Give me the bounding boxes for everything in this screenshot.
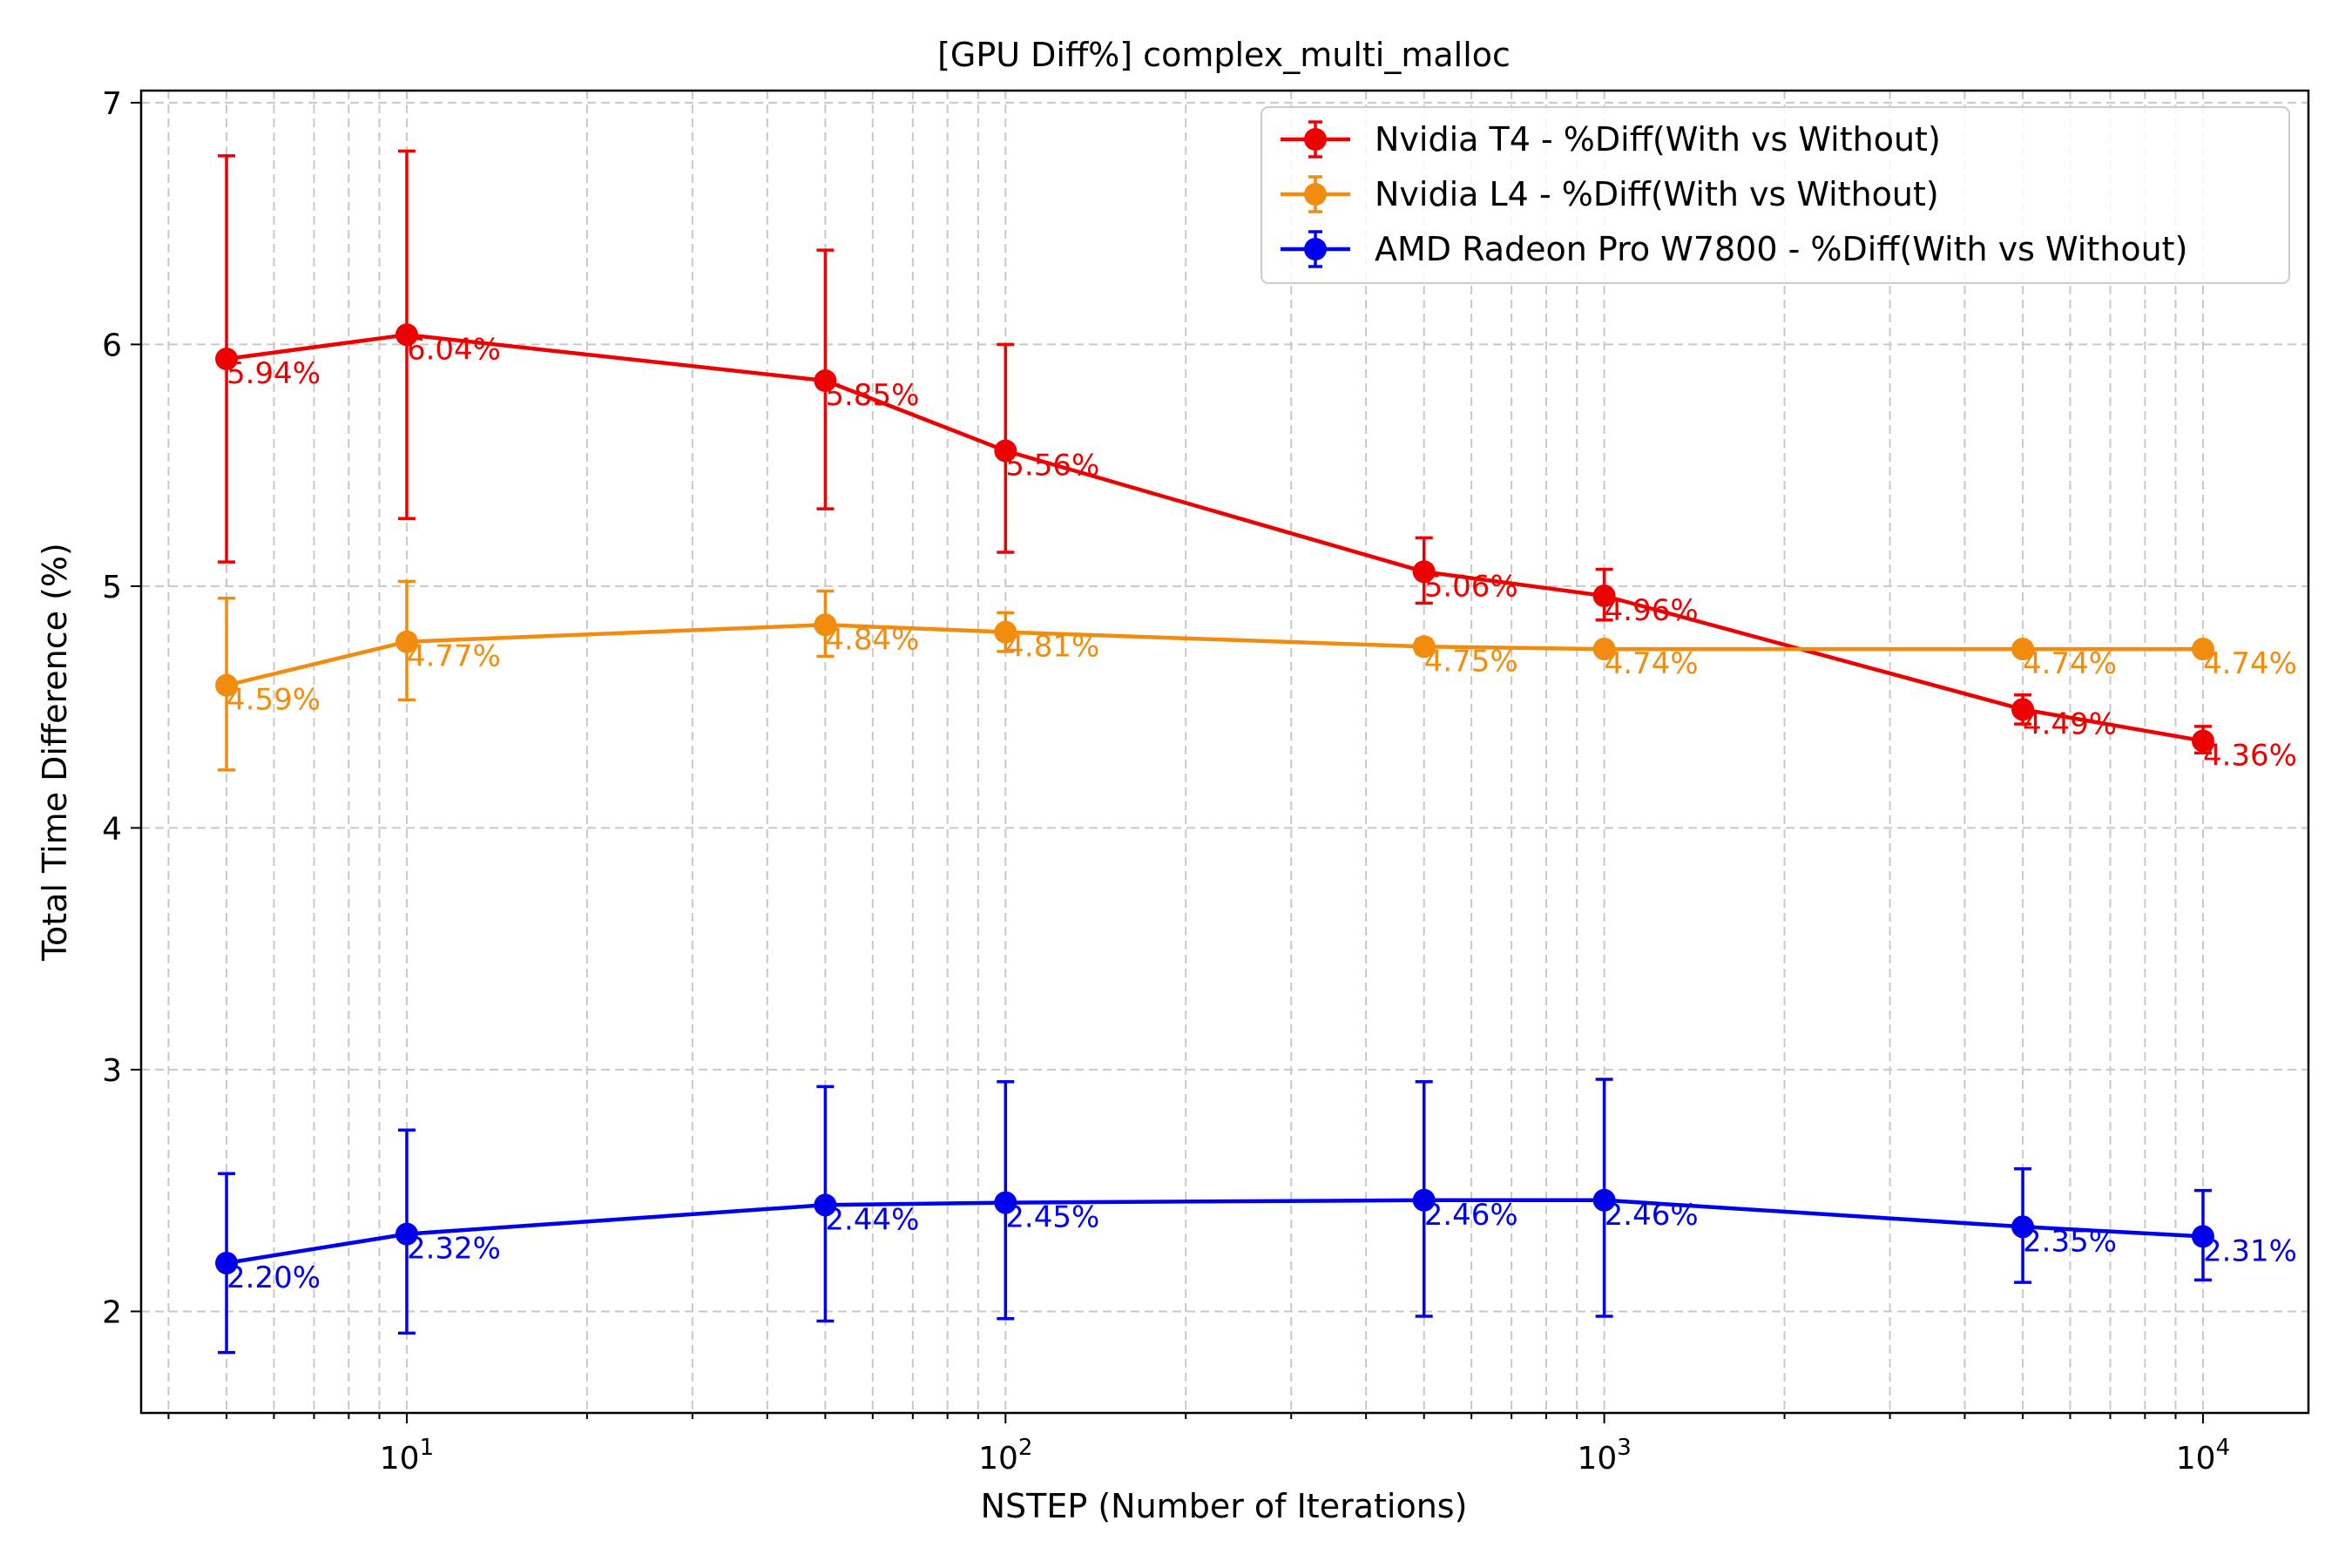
data-point bbox=[814, 613, 837, 637]
data-point bbox=[1592, 638, 1616, 661]
data-label: 4.74% bbox=[1605, 646, 1699, 681]
data-point bbox=[215, 1251, 239, 1274]
y-tick-label: 3 bbox=[102, 1053, 122, 1089]
data-point bbox=[1412, 635, 1436, 659]
y-tick-label: 2 bbox=[102, 1294, 122, 1330]
data-point bbox=[2191, 729, 2214, 753]
data-point bbox=[2191, 638, 2214, 661]
data-label: 5.85% bbox=[825, 378, 919, 413]
data-label: 2.44% bbox=[825, 1202, 919, 1237]
data-point bbox=[215, 348, 239, 371]
data-label: 4.36% bbox=[2203, 739, 2297, 774]
y-tick-label: 5 bbox=[102, 570, 122, 605]
x-tick-label: 103 bbox=[1577, 1435, 1631, 1477]
legend-label: Nvidia L4 - %Diff(With vs Without) bbox=[1375, 175, 1939, 213]
y-axis-label: Total Time Difference (%) bbox=[36, 543, 74, 962]
x-axis-label: NSTEP (Number of Iterations) bbox=[981, 1487, 1468, 1525]
legend-box bbox=[1260, 106, 2290, 284]
series-line bbox=[226, 623, 2203, 687]
legend: Nvidia T4 - %Diff(With vs Without) Nvidia… bbox=[1260, 106, 2290, 284]
data-point bbox=[994, 439, 1017, 463]
data-point bbox=[1592, 1188, 1616, 1212]
data-point bbox=[395, 323, 418, 347]
x-tick-label: 101 bbox=[380, 1435, 434, 1477]
data-label: 4.81% bbox=[1005, 630, 1099, 665]
data-point bbox=[1412, 560, 1436, 584]
data-label: 2.45% bbox=[1005, 1200, 1099, 1235]
data-point bbox=[395, 630, 418, 653]
data-point bbox=[814, 369, 837, 393]
series-line bbox=[226, 1198, 2204, 1266]
data-point bbox=[1412, 1188, 1436, 1212]
x-tick-label: 104 bbox=[2176, 1435, 2230, 1477]
data-label: 2.32% bbox=[407, 1232, 501, 1267]
data-point bbox=[2011, 638, 2035, 661]
data-label: 4.84% bbox=[825, 622, 919, 657]
data-point bbox=[994, 620, 1017, 644]
y-tick-label: 6 bbox=[102, 328, 122, 363]
series-line bbox=[226, 333, 2204, 743]
legend-label: AMD Radeon Pro W7800 - %Diff(With vs Wit… bbox=[1375, 230, 2187, 268]
legend-marker bbox=[1304, 128, 1327, 151]
data-label: 4.59% bbox=[226, 683, 321, 718]
data-label: 4.77% bbox=[407, 639, 501, 674]
data-point bbox=[814, 1193, 837, 1217]
legend-marker bbox=[1304, 183, 1327, 206]
data-label: 4.74% bbox=[2023, 646, 2117, 681]
data-point bbox=[2011, 1215, 2035, 1239]
y-tick-label: 7 bbox=[102, 86, 122, 122]
data-point bbox=[994, 1191, 1017, 1214]
legend-marker bbox=[1304, 238, 1327, 260]
data-point bbox=[2011, 698, 2035, 721]
data-label: 6.04% bbox=[407, 332, 501, 367]
data-label: 2.46% bbox=[1605, 1198, 1699, 1233]
series-2: 2.20% 2.32% 2.44% 2.45% 2.46% 2.46% 2.35% 2.31% bbox=[215, 1078, 2297, 1355]
data-label: 2.46% bbox=[1424, 1198, 1518, 1233]
y-tick-label: 4 bbox=[102, 811, 122, 847]
plot-frame bbox=[139, 89, 2310, 1415]
data-label: 5.06% bbox=[1424, 569, 1518, 604]
data-label: 2.35% bbox=[2023, 1224, 2117, 1259]
series-0: 5.94% 6.04% 5.85% 5.56% 5.06% 4.96% 4.49% 4.36% bbox=[215, 149, 2297, 774]
legend-label: Nvidia T4 - %Diff(With vs Without) bbox=[1375, 120, 1941, 159]
data-label: 5.94% bbox=[226, 356, 321, 391]
data-label: 2.20% bbox=[226, 1260, 321, 1295]
data-point bbox=[215, 673, 239, 697]
data-label: 4.74% bbox=[2203, 646, 2297, 681]
data-label: 2.31% bbox=[2203, 1233, 2297, 1268]
x-tick-label: 102 bbox=[978, 1435, 1032, 1477]
data-label: 4.75% bbox=[1424, 644, 1518, 679]
series-1: 4.59% 4.77% 4.84% 4.81% 4.75% 4.74% 4.74% 4.74% bbox=[215, 579, 2297, 772]
data-label: 4.96% bbox=[1605, 593, 1699, 628]
series-layer: 5.94% 6.04% 5.85% 5.56% 5.06% 4.96% 4.49% 4.36%… bbox=[215, 149, 2297, 1355]
data-label: 5.56% bbox=[1005, 448, 1099, 483]
chart-title: [GPU Diff%] complex_multi_malloc bbox=[937, 36, 1511, 74]
data-point bbox=[1592, 585, 1616, 608]
axis-layer: 2 3 4 5 6 7 101 102 103 104 bbox=[102, 86, 2230, 1477]
data-label: 4.49% bbox=[2023, 706, 2117, 741]
data-point bbox=[395, 1222, 418, 1246]
legend-item: Nvidia L4 - %Diff(With vs Without) bbox=[1281, 175, 1939, 213]
data-point bbox=[2191, 1225, 2214, 1248]
legend-item: Nvidia T4 - %Diff(With vs Without) bbox=[1281, 120, 1941, 159]
legend-item: AMD Radeon Pro W7800 - %Diff(With vs Wit… bbox=[1281, 230, 2187, 268]
